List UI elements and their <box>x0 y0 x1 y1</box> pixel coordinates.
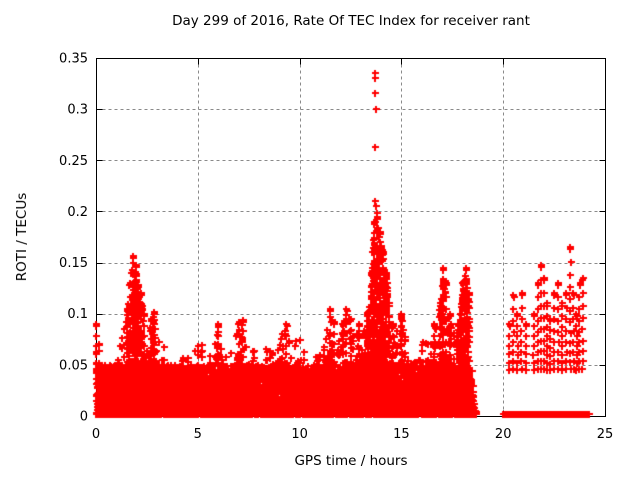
chart-title: Day 299 of 2016, Rate Of TEC Index for r… <box>172 13 530 29</box>
x-axis-title: GPS time / hours <box>294 453 408 469</box>
y-axis-title: ROTI / TECUs <box>14 192 30 282</box>
